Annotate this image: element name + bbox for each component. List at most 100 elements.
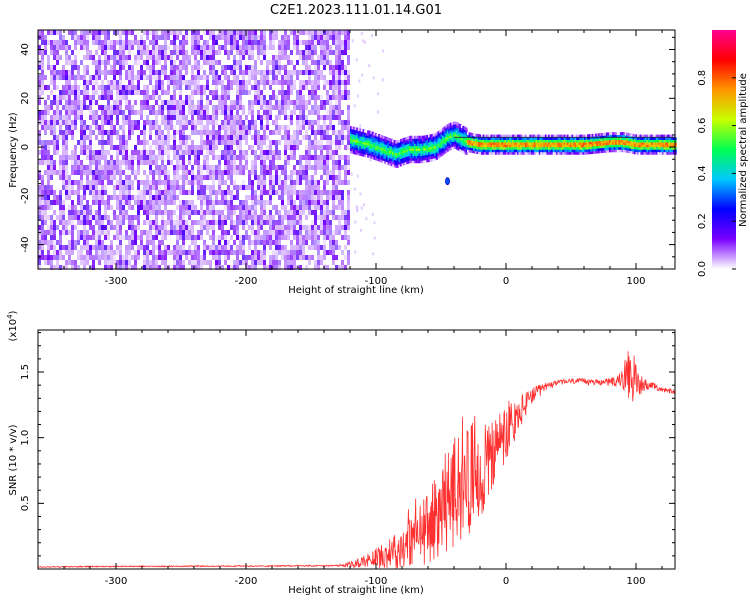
trace-cell bbox=[449, 122, 452, 126]
trace-cell bbox=[395, 157, 398, 161]
noise-cell bbox=[281, 80, 284, 85]
noise-cell bbox=[98, 175, 101, 180]
trace-cell bbox=[409, 138, 412, 142]
noise-cell bbox=[290, 185, 293, 190]
trace-cell bbox=[407, 141, 410, 144]
noise-cell bbox=[269, 230, 272, 235]
noise-cell bbox=[146, 45, 149, 50]
noise-cell bbox=[248, 245, 251, 250]
trace-cell bbox=[429, 153, 432, 157]
trace-cell bbox=[365, 142, 368, 146]
noise-cell bbox=[266, 65, 269, 70]
noise-cell bbox=[98, 85, 101, 90]
noise-cell bbox=[260, 140, 263, 145]
trace-cell bbox=[395, 165, 398, 168]
noise-cell bbox=[212, 255, 215, 260]
noise-cell bbox=[197, 130, 200, 135]
noise-cell bbox=[131, 160, 134, 165]
trace-cell bbox=[390, 153, 393, 157]
noise-cell bbox=[260, 60, 263, 65]
noise-cell bbox=[251, 65, 254, 70]
noise-cell bbox=[56, 60, 59, 65]
noise-cell bbox=[161, 170, 164, 175]
noise-cell bbox=[56, 265, 59, 270]
noise-cell bbox=[86, 125, 89, 130]
noise-cell bbox=[239, 250, 242, 255]
trace-cell bbox=[354, 132, 357, 136]
trace-cell bbox=[481, 134, 484, 138]
trace-cell bbox=[454, 145, 457, 149]
trace-cell bbox=[520, 151, 523, 155]
noise-cell bbox=[50, 160, 53, 165]
noise-cell bbox=[44, 75, 47, 80]
noise-cell bbox=[47, 250, 50, 255]
trace-cell bbox=[502, 134, 506, 138]
noise-cell bbox=[80, 75, 83, 80]
noise-cell bbox=[131, 240, 134, 245]
noise-cell bbox=[335, 100, 338, 105]
noise-cell bbox=[107, 175, 110, 180]
noise-cell bbox=[167, 195, 170, 200]
noise-cell bbox=[314, 230, 317, 235]
noise-cell bbox=[161, 35, 164, 40]
trace-cell bbox=[403, 157, 406, 161]
trace-cell bbox=[471, 133, 474, 136]
noise-cell bbox=[170, 230, 173, 235]
noise-cell bbox=[65, 60, 68, 65]
noise-cell bbox=[179, 235, 182, 240]
noise-cell bbox=[329, 50, 332, 55]
noise-cell bbox=[56, 150, 59, 155]
trace-cell bbox=[507, 134, 510, 138]
noise-cell bbox=[62, 255, 65, 260]
noise-cell bbox=[332, 170, 335, 175]
trace-cell bbox=[510, 139, 513, 143]
noise-cell bbox=[74, 105, 77, 110]
noise-cell bbox=[278, 235, 281, 240]
trace-cell bbox=[418, 143, 421, 147]
noise-cell bbox=[290, 90, 293, 95]
noise-cell bbox=[275, 180, 278, 185]
noise-cell bbox=[203, 160, 206, 165]
noise-cell bbox=[128, 195, 131, 200]
noise-cell bbox=[317, 255, 320, 260]
noise-cell bbox=[59, 210, 62, 215]
trace-cell bbox=[446, 134, 449, 137]
noise-cell bbox=[218, 105, 221, 110]
noise-cell bbox=[110, 140, 113, 145]
noise-cell bbox=[347, 250, 350, 255]
trace-cell bbox=[495, 146, 498, 150]
noise-cell bbox=[137, 185, 140, 190]
noise-cell bbox=[176, 105, 179, 110]
trace-cell bbox=[412, 152, 415, 156]
noise-cell bbox=[146, 140, 149, 145]
noise-cell bbox=[86, 205, 89, 210]
noise-cell bbox=[167, 145, 170, 150]
noise-cell bbox=[122, 160, 125, 165]
noise-cell bbox=[347, 45, 350, 50]
noise-cell bbox=[254, 255, 257, 260]
noise-cell bbox=[290, 240, 293, 245]
noise-cell bbox=[53, 225, 56, 230]
noise-cell bbox=[65, 125, 68, 130]
noise-cell bbox=[134, 215, 137, 220]
noise-cell bbox=[185, 225, 188, 230]
noise-cell bbox=[83, 105, 86, 110]
trace-cell bbox=[507, 137, 510, 140]
noise-cell bbox=[131, 215, 134, 220]
trace-cell bbox=[395, 150, 398, 154]
noise-cell bbox=[188, 105, 191, 110]
noise-cell bbox=[179, 220, 182, 225]
noise-cell bbox=[158, 50, 161, 55]
noise-cell bbox=[188, 145, 191, 150]
noise-cell bbox=[98, 30, 101, 35]
noise-cell bbox=[281, 250, 284, 255]
trace-cell bbox=[356, 139, 359, 143]
trace-cell bbox=[473, 133, 476, 137]
noise-cell bbox=[104, 60, 107, 65]
noise-cell bbox=[323, 200, 326, 205]
noise-cell bbox=[53, 50, 56, 55]
noise-cell bbox=[293, 210, 296, 215]
noise-cell bbox=[239, 185, 242, 190]
noise-cell bbox=[92, 55, 95, 60]
noise-cell bbox=[251, 195, 254, 200]
